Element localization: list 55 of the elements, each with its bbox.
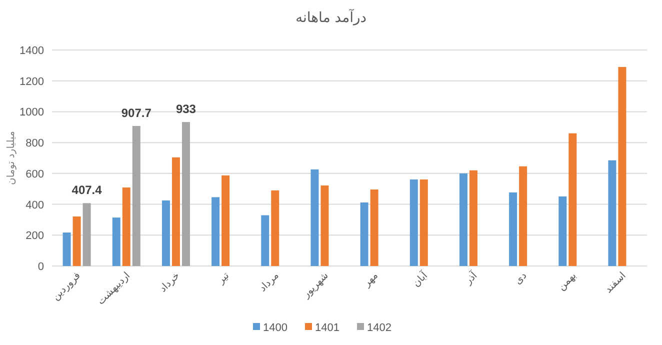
y-axis-title: میلیارد تومان	[6, 131, 17, 185]
x-tick-label: آبان	[410, 268, 431, 290]
y-tick-label: 1400	[20, 45, 44, 57]
y-tick-label: 800	[26, 138, 44, 150]
bar	[261, 215, 270, 266]
y-tick-label: 400	[26, 199, 44, 212]
bar	[608, 160, 616, 266]
bar	[519, 166, 528, 266]
bar	[172, 157, 180, 266]
bar	[112, 218, 120, 266]
bar	[162, 200, 170, 266]
y-tick-label: 1200	[20, 76, 44, 88]
x-tick-label: اردیبهشت	[96, 270, 132, 308]
bar	[558, 196, 567, 266]
legend-label: 1400	[263, 322, 288, 334]
bar	[568, 133, 577, 266]
y-tick-label: 0	[38, 261, 44, 273]
legend-label: 1401	[315, 322, 340, 334]
chart-title: درآمد ماهانه	[296, 8, 366, 26]
x-tick-label: تیر	[215, 270, 232, 287]
x-tick-label: مهر	[360, 270, 380, 290]
bar	[410, 179, 418, 266]
bar	[271, 190, 280, 266]
bar	[370, 189, 378, 266]
data-label: 907.7	[121, 106, 152, 120]
bar	[509, 192, 518, 266]
bar	[420, 179, 428, 266]
bar	[82, 203, 91, 266]
x-tick-label: اسفند	[603, 270, 628, 296]
x-tick-label: فروردین	[50, 270, 84, 303]
x-tick-label: شهریور	[300, 270, 331, 301]
bar	[222, 175, 230, 266]
x-tick-label: آذر	[461, 268, 480, 288]
bar	[469, 170, 478, 266]
bar	[459, 173, 468, 266]
bar	[360, 202, 368, 266]
y-tick-label: 600	[26, 168, 44, 180]
data-label: 933	[176, 102, 196, 116]
bar	[62, 232, 71, 266]
y-tick-label: 1000	[20, 106, 44, 119]
data-label: 407.4	[72, 183, 102, 198]
bar	[182, 122, 190, 266]
bar	[320, 185, 329, 266]
bar	[310, 169, 319, 266]
bar	[72, 216, 81, 266]
bar	[132, 126, 140, 266]
bar	[618, 66, 626, 266]
x-tick-label: بهمن	[556, 270, 579, 293]
legend-label: 1402	[367, 322, 392, 334]
x-tick-label: مرداد	[258, 270, 282, 294]
bar	[212, 197, 220, 266]
y-tick-label: 200	[26, 230, 44, 242]
x-tick-label: دی	[512, 270, 530, 287]
x-tick-label: خرداد	[158, 270, 182, 295]
bar	[122, 187, 130, 266]
